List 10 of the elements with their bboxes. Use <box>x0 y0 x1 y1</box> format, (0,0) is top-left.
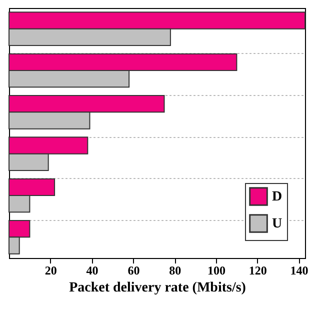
x-tick-label: 20 <box>44 264 57 278</box>
legend-label: U <box>272 216 282 232</box>
legend-label: D <box>272 190 282 204</box>
x-tick-label: 100 <box>207 264 226 278</box>
x-tick-label: 120 <box>248 264 267 278</box>
x-axis-title: Packet delivery rate (Mbits/s) <box>69 280 246 296</box>
x-tick-label: 140 <box>290 264 308 278</box>
x-tick-label: 40 <box>86 264 98 278</box>
x-tick-label: 80 <box>169 264 182 278</box>
x-tick-label: 60 <box>128 264 140 278</box>
